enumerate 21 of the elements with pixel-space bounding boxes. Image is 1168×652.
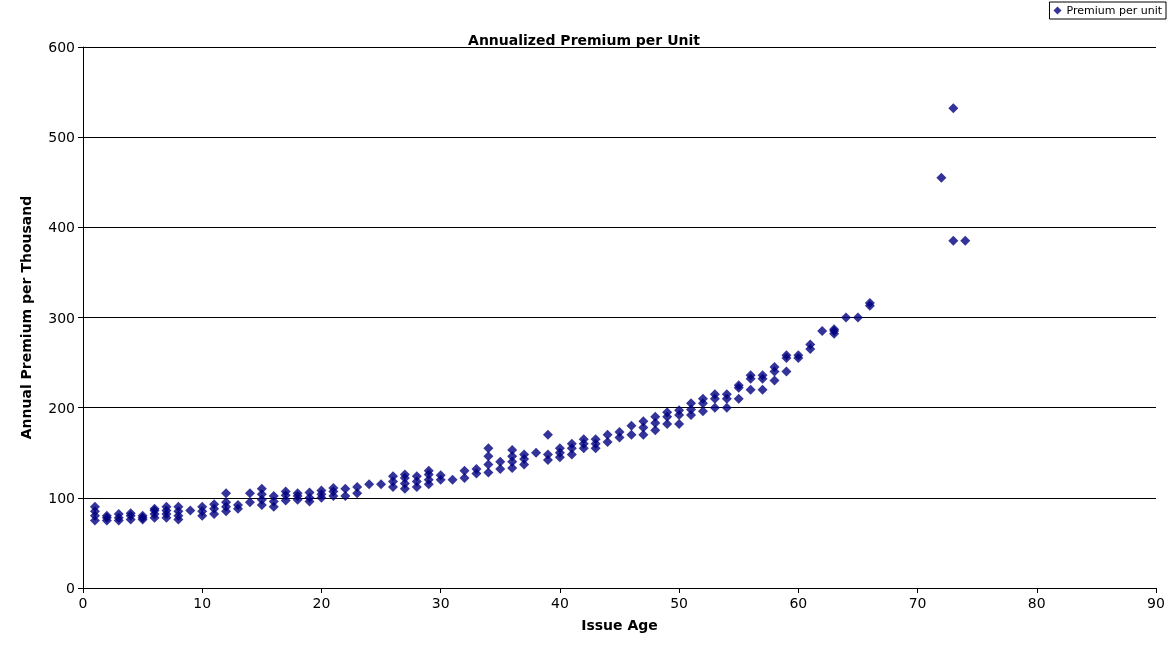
y-tick-label: 400 bbox=[48, 219, 75, 236]
y-tick-label: 300 bbox=[48, 309, 75, 326]
y-tick-label: 500 bbox=[48, 129, 75, 146]
y-tick-label: 200 bbox=[48, 399, 75, 416]
x-tick-label: 70 bbox=[908, 595, 927, 611]
x-tick-label: 10 bbox=[193, 595, 212, 611]
y-tick-label: 0 bbox=[66, 580, 75, 596]
y-tick-label: 600 bbox=[48, 39, 75, 55]
x-tick-label: 60 bbox=[789, 595, 808, 611]
chart-title: Annualized Premium per Unit bbox=[468, 32, 701, 48]
y-axis-title: Annual Premium per Thousand bbox=[18, 195, 34, 440]
x-tick-label: 80 bbox=[1027, 595, 1046, 611]
legend-label: Premium per unit bbox=[1066, 4, 1163, 17]
x-tick-label: 90 bbox=[1147, 595, 1165, 611]
x-tick-label: 40 bbox=[550, 595, 569, 611]
x-tick-label: 30 bbox=[431, 595, 450, 611]
x-tick-label: 20 bbox=[312, 595, 331, 611]
x-tick-label: 50 bbox=[670, 595, 689, 611]
x-tick-label: 0 bbox=[78, 595, 88, 611]
y-tick-label: 100 bbox=[48, 489, 75, 506]
x-axis-title: Issue Age bbox=[581, 617, 658, 633]
